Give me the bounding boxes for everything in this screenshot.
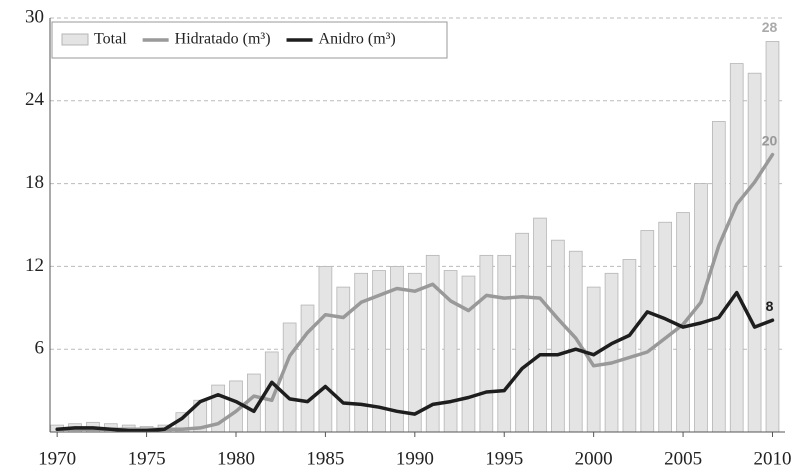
bar (640, 230, 655, 433)
legend-label: Anidro (m³) (319, 31, 396, 48)
x-tick-label: 2000 (575, 448, 613, 469)
legend-label: Hidratado (m³) (175, 31, 271, 48)
legend: Total Hidratado (m³) Anidro (m³) (51, 21, 448, 59)
bar (515, 232, 529, 433)
bar (604, 272, 619, 433)
line (55, 290, 775, 433)
bar (711, 121, 726, 433)
bar (729, 63, 744, 433)
x-tick-label: 2005 (664, 448, 702, 469)
bar (318, 265, 333, 433)
bar (354, 272, 369, 433)
bar (282, 322, 297, 433)
bar (497, 254, 512, 433)
line (55, 152, 775, 431)
x-tick-label: 1990 (396, 448, 434, 469)
bar (568, 250, 583, 433)
value-label: 8 (766, 298, 774, 314)
bar (300, 304, 315, 433)
bar (336, 286, 351, 433)
bar (622, 259, 637, 433)
x-tick-label: 2010 (753, 448, 791, 469)
legend-swatch (61, 33, 89, 46)
y-tick-label: 6 (35, 338, 45, 359)
y-tick-label: 30 (25, 6, 44, 27)
bar (461, 275, 476, 433)
bar (658, 221, 673, 433)
y-tick-label: 12 (25, 255, 44, 276)
legend-box (51, 21, 448, 59)
bar (747, 72, 762, 433)
x-tick-label: 1975 (128, 448, 166, 469)
y-tick-label: 18 (25, 172, 44, 193)
x-tick-label: 1970 (38, 448, 76, 469)
bar (407, 272, 422, 433)
bar (765, 41, 780, 433)
legend-label: Total (94, 31, 127, 48)
bar (479, 254, 494, 433)
x-tick-label: 1995 (485, 448, 523, 469)
y-tick-label: 24 (25, 89, 45, 110)
x-tick-label: 1980 (217, 448, 255, 469)
bar (533, 217, 547, 433)
value-label: 20 (762, 132, 778, 148)
bar (551, 239, 565, 433)
value-label: 28 (762, 19, 778, 35)
x-tick-label: 1985 (306, 448, 344, 469)
